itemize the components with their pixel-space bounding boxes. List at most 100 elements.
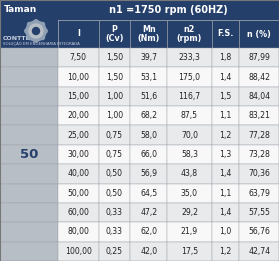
Bar (0, 126, 58, 145)
Bar (211, 48, 239, 67)
Circle shape (25, 29, 29, 33)
Bar (167, 222, 211, 242)
Bar (130, 87, 167, 106)
Text: 70,36: 70,36 (248, 169, 270, 178)
Bar (99, 20, 130, 48)
Text: 1,8: 1,8 (219, 53, 232, 62)
Circle shape (27, 22, 32, 27)
Bar (99, 48, 130, 67)
Text: Mn
(Nm): Mn (Nm) (138, 25, 160, 43)
Bar (167, 183, 211, 203)
Bar (58, 145, 99, 164)
Text: 62,0: 62,0 (140, 227, 157, 236)
Text: 0,50: 0,50 (106, 189, 123, 198)
Text: 0,33: 0,33 (106, 227, 123, 236)
Text: 87,99: 87,99 (248, 53, 270, 62)
Text: 42,0: 42,0 (140, 247, 157, 256)
Text: 20,00: 20,00 (68, 111, 89, 120)
Bar (58, 48, 99, 67)
Bar (0, 222, 58, 242)
Circle shape (43, 29, 47, 33)
Bar (167, 20, 211, 48)
Text: 29,2: 29,2 (181, 208, 198, 217)
Text: 83,21: 83,21 (248, 111, 270, 120)
Bar (99, 164, 130, 183)
Text: 1,4: 1,4 (219, 169, 232, 178)
Bar (99, 87, 130, 106)
Text: 30,00: 30,00 (68, 150, 89, 159)
Bar (130, 48, 167, 67)
Bar (0, 0, 279, 20)
Bar (167, 87, 211, 106)
Text: 0,75: 0,75 (106, 150, 123, 159)
Bar (0, 145, 58, 164)
Text: 58,0: 58,0 (140, 131, 157, 140)
Bar (130, 203, 167, 222)
Bar (167, 106, 211, 126)
Text: 68,2: 68,2 (140, 111, 157, 120)
Text: F.S.: F.S. (217, 29, 234, 39)
Text: 0,25: 0,25 (106, 247, 123, 256)
Bar (58, 20, 99, 48)
Bar (211, 183, 239, 203)
Bar (239, 164, 279, 183)
Bar (211, 203, 239, 222)
Text: 39,7: 39,7 (140, 53, 157, 62)
Bar (211, 20, 239, 48)
Text: 1,1: 1,1 (219, 111, 232, 120)
Text: 80,00: 80,00 (68, 227, 89, 236)
Bar (0, 67, 58, 87)
Bar (58, 106, 99, 126)
Bar (239, 183, 279, 203)
Bar (99, 126, 130, 145)
Bar (99, 183, 130, 203)
Text: 64,5: 64,5 (140, 189, 157, 198)
Text: n1 =1750 rpm (60HZ): n1 =1750 rpm (60HZ) (109, 5, 228, 15)
Bar (0, 0, 58, 261)
Text: 51,6: 51,6 (140, 92, 157, 101)
Bar (58, 242, 99, 261)
Bar (58, 67, 99, 87)
Text: 100,00: 100,00 (65, 247, 92, 256)
Bar (99, 203, 130, 222)
Bar (167, 203, 211, 222)
Text: P
(Cv): P (Cv) (105, 25, 124, 43)
Bar (239, 87, 279, 106)
Bar (58, 164, 99, 183)
Bar (239, 126, 279, 145)
Bar (99, 242, 130, 261)
Text: 60,00: 60,00 (68, 208, 89, 217)
Text: 57,55: 57,55 (248, 208, 270, 217)
Text: 1,2: 1,2 (219, 131, 232, 140)
Bar (239, 48, 279, 67)
Text: 233,3: 233,3 (179, 53, 200, 62)
Bar (0, 87, 58, 106)
Bar (58, 126, 99, 145)
Bar (239, 106, 279, 126)
Text: 175,0: 175,0 (179, 73, 200, 81)
Bar (239, 242, 279, 261)
Bar (0, 48, 58, 67)
Bar (130, 242, 167, 261)
Text: 50: 50 (20, 148, 38, 161)
Text: 15,00: 15,00 (67, 92, 89, 101)
Text: 40,00: 40,00 (67, 169, 89, 178)
Text: 1,4: 1,4 (219, 208, 232, 217)
Bar (58, 183, 99, 203)
Circle shape (34, 20, 38, 24)
Bar (130, 67, 167, 87)
Text: 63,79: 63,79 (248, 189, 270, 198)
Text: 77,28: 77,28 (248, 131, 270, 140)
Text: 84,04: 84,04 (248, 92, 270, 101)
Text: 1,50: 1,50 (106, 53, 123, 62)
Bar (130, 106, 167, 126)
Bar (239, 145, 279, 164)
Text: 1,1: 1,1 (219, 189, 232, 198)
Bar (167, 126, 211, 145)
Bar (0, 183, 58, 203)
Circle shape (26, 21, 46, 41)
Text: 43,8: 43,8 (181, 169, 198, 178)
Bar (0, 203, 58, 222)
Bar (99, 145, 130, 164)
Bar (0, 106, 58, 126)
